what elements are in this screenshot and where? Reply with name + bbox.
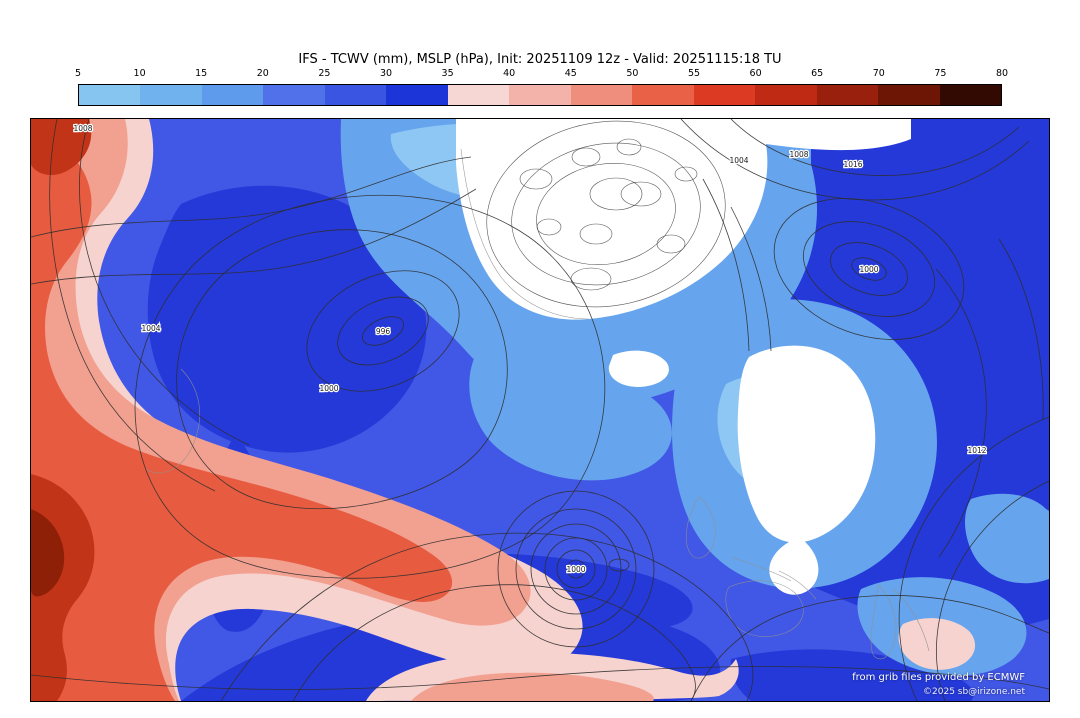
colorbar [78, 84, 1002, 106]
colorbar-tick-label: 70 [872, 68, 885, 79]
colorbar-segment [939, 85, 1002, 105]
colorbar-segment [79, 85, 141, 105]
contour-label: 1004 [729, 156, 748, 165]
tcwv-fill-layer [31, 119, 1049, 701]
attribution-line-2: ©2025 sb@irizone.net [923, 687, 1025, 697]
colorbar-ticks: 5 10 15 20 25 30 35 40 45 50 55 60 65 70 75 80 [74, 68, 1008, 82]
colorbar-wrap: 5 10 15 20 25 30 35 40 45 50 55 60 65 70 75 80 [74, 68, 1008, 106]
colorbar-segment [755, 85, 817, 105]
contour-label: 1008 [789, 150, 808, 159]
colorbar-segment [324, 85, 387, 105]
colorbar-tick-label: 5 [74, 68, 82, 79]
contour-label: 1000 [859, 265, 878, 274]
colorbar-tick-label: 75 [934, 68, 947, 79]
colorbar-segment [693, 85, 756, 105]
colorbar-segment [447, 85, 510, 105]
colorbar-tick-label: 45 [564, 68, 577, 79]
contour-label: 1000 [566, 565, 585, 574]
colorbar-segment [632, 85, 694, 105]
contour-label: 1008 [73, 124, 92, 133]
colorbar-tick-label: 50 [626, 68, 639, 79]
contour-label: 1000 [319, 384, 338, 393]
colorbar-tick-label: 80 [995, 68, 1009, 79]
colorbar-tick-label: 25 [318, 68, 331, 79]
colorbar-tick-label: 20 [256, 68, 269, 79]
colorbar-segment [386, 85, 448, 105]
map-svg: 1008 1004 1000 996 1000 1004 1008 1016 1000 1012 [31, 119, 1049, 701]
contour-label: 996 [376, 327, 391, 336]
colorbar-tick-label: 40 [503, 68, 516, 79]
colorbar-tick-label: 60 [749, 68, 762, 79]
colorbar-segment [140, 85, 202, 105]
colorbar-tick-label: 35 [441, 68, 454, 79]
colorbar-tick-label: 65 [811, 68, 824, 79]
weather-map: 1008 1004 1000 996 1000 1004 1008 1016 1000 1012 … [30, 118, 1050, 702]
attribution-line-1: from grib files provided by ECMWF [852, 672, 1025, 683]
colorbar-segment [570, 85, 633, 105]
colorbar-tick-label: 10 [133, 68, 146, 79]
mslp-contour-layer [31, 119, 1049, 701]
contour-label: 1012 [967, 446, 986, 455]
colorbar-segment [201, 85, 264, 105]
colorbar-tick-label: 30 [379, 68, 393, 79]
contour-label: 1016 [843, 160, 862, 169]
chart-title: IFS - TCWV (mm), MSLP (hPa), Init: 20251… [298, 52, 782, 67]
contour-label-layer: 1008 1004 1000 996 1000 1004 1008 1016 1000 1012 [72, 123, 988, 576]
coastline-layer [145, 148, 930, 660]
contour-label: 1004 [141, 324, 160, 333]
colorbar-tick-label: 15 [195, 68, 208, 79]
colorbar-segment [509, 85, 571, 105]
colorbar-segment [816, 85, 879, 105]
colorbar-segment [878, 85, 940, 105]
colorbar-segment [263, 85, 325, 105]
colorbar-tick-label: 55 [687, 68, 701, 79]
